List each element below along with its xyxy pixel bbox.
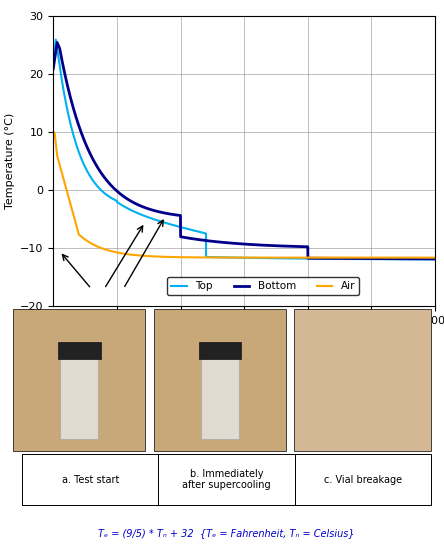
- Top: [214, 254, 219, 260]
- Air: [51, 129, 56, 136]
- Top: [425, 256, 430, 263]
- Air: [214, 254, 219, 261]
- Bottom: [384, 255, 389, 262]
- Top: [432, 256, 438, 263]
- Bottom: [425, 255, 430, 262]
- Bar: [13, 309, 145, 451]
- Bar: [154, 309, 286, 451]
- Top: [197, 229, 202, 235]
- Bottom: [94, 163, 99, 170]
- Top: [53, 36, 59, 43]
- Bar: [60, 358, 99, 439]
- Bottom: [117, 190, 122, 197]
- Air: [384, 254, 389, 261]
- Bottom: [197, 236, 202, 243]
- Air: [432, 254, 438, 261]
- Bottom: [432, 255, 438, 262]
- Line: Air: Air: [53, 132, 435, 258]
- Bar: [198, 342, 241, 359]
- Air: [94, 243, 99, 249]
- Air: [117, 249, 122, 256]
- Air: [425, 254, 430, 261]
- Bar: [294, 309, 431, 451]
- Text: Tₑ = (9/5) * Tₙ + 32  {Tₑ = Fahrenheit, Tₙ = Celsius}: Tₑ = (9/5) * Tₙ + 32 {Tₑ = Fahrenheit, T…: [98, 528, 355, 538]
- Top: [94, 183, 99, 189]
- X-axis label: Time (min): Time (min): [214, 331, 274, 341]
- Bar: [201, 358, 239, 439]
- Line: Bottom: Bottom: [53, 43, 435, 259]
- Air: [197, 254, 202, 261]
- Y-axis label: Temperature (°C): Temperature (°C): [4, 113, 15, 210]
- Top: [117, 200, 122, 207]
- Top: [51, 60, 56, 66]
- Legend: Top, Bottom, Air: Top, Bottom, Air: [167, 277, 359, 295]
- Top: [384, 256, 389, 263]
- Bottom: [55, 39, 60, 46]
- Line: Top: Top: [53, 39, 435, 259]
- Bottom: [214, 238, 219, 245]
- Bottom: [51, 65, 56, 72]
- Bar: [58, 342, 100, 359]
